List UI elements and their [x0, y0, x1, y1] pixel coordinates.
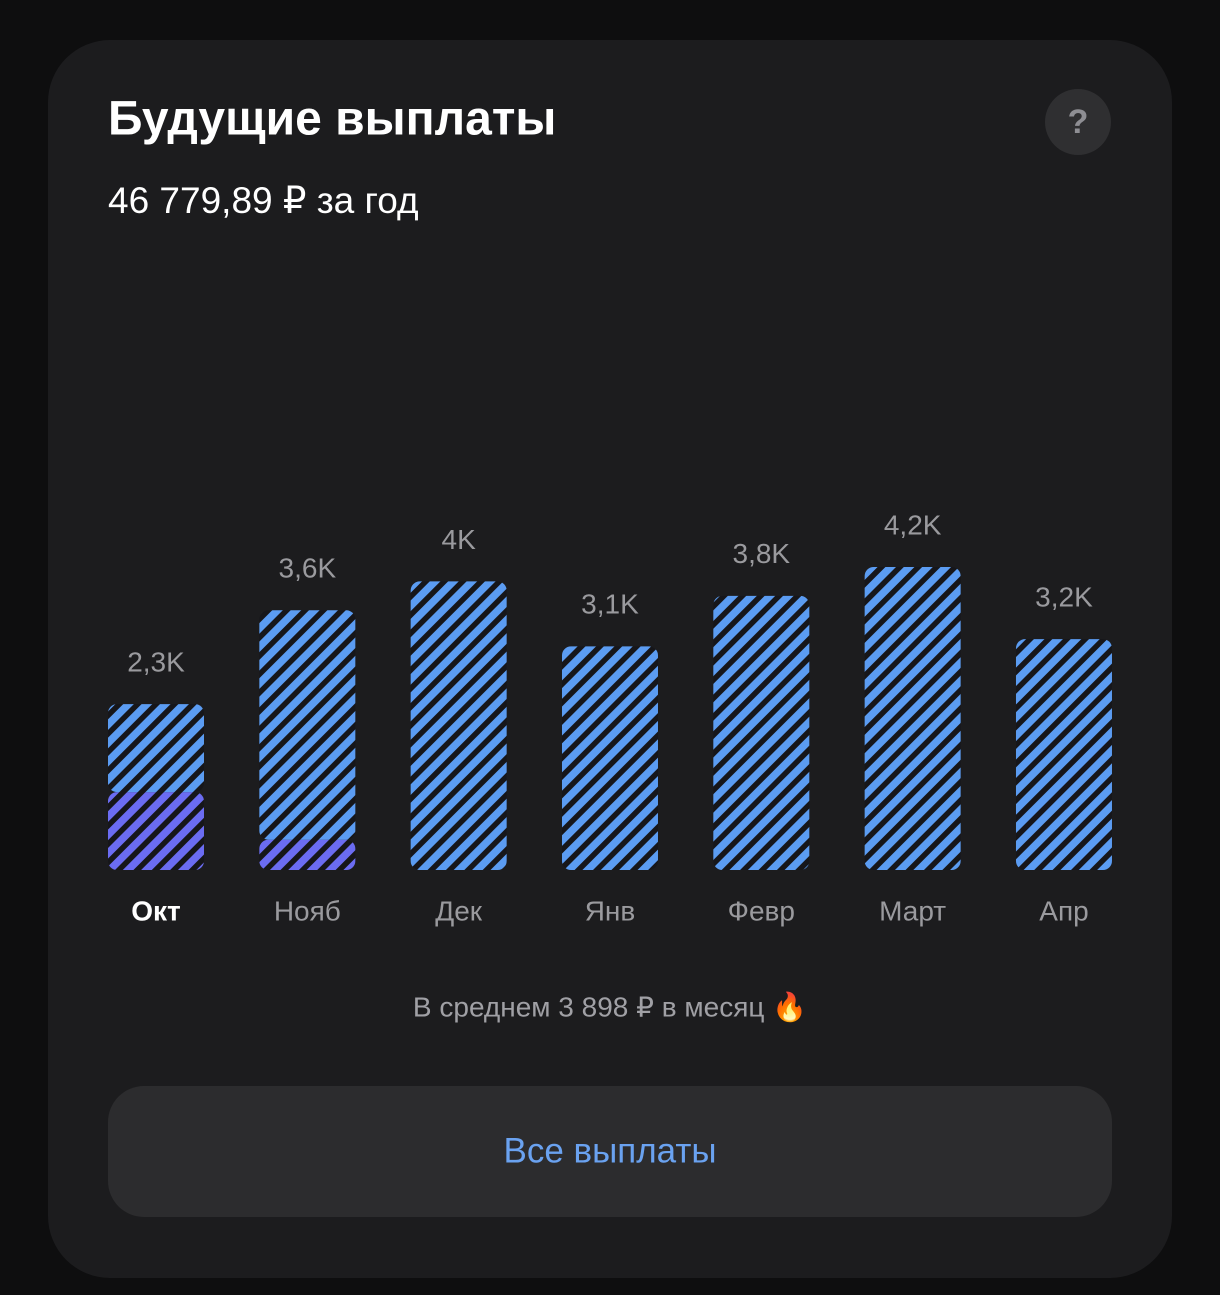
value-label: 3,6K [279, 553, 337, 584]
bar-segment [713, 595, 810, 870]
bar-segment [108, 704, 204, 793]
bar-segment [259, 610, 356, 840]
help-button[interactable] [1045, 89, 1111, 155]
bar-segment [1015, 639, 1112, 870]
value-label: 3,1K [581, 589, 639, 620]
all-payouts-label[interactable]: Все выплаты [503, 1131, 716, 1170]
x-tick-label: Янв [585, 895, 636, 926]
x-tick-label: Нояб [274, 895, 341, 926]
x-tick-label: Дек [435, 895, 483, 926]
bar-segment [410, 581, 507, 870]
value-label: 4K [442, 524, 477, 555]
help-icon[interactable]: ? [1068, 103, 1089, 141]
bar-segment [864, 567, 961, 870]
bar-segment [259, 839, 356, 870]
subtitle: 46 779,89 ₽ за год [108, 180, 419, 221]
bar-segment [108, 792, 204, 870]
x-tick-label: Февр [728, 895, 795, 926]
value-label: 3,8K [733, 538, 791, 569]
bar-segment [561, 646, 658, 870]
value-label: 3,2K [1035, 582, 1093, 613]
x-tick-label: Окт [131, 895, 181, 926]
value-label: 4,2K [884, 509, 942, 540]
chart: 2,3K Окт 3,6K Нояб 4K Дек 3,1K Янв 3,8K Февр 4,2K М… [108, 509, 1112, 926]
title: Будущие выплаты [108, 93, 556, 146]
all-payouts-button[interactable] [108, 1086, 1112, 1217]
x-tick-label: Апр [1039, 895, 1088, 926]
x-tick-label: Март [879, 895, 946, 926]
value-label: 2,3K [127, 646, 185, 677]
average-note: В среднем 3 898 ₽ в месяц 🔥 [413, 990, 807, 1023]
